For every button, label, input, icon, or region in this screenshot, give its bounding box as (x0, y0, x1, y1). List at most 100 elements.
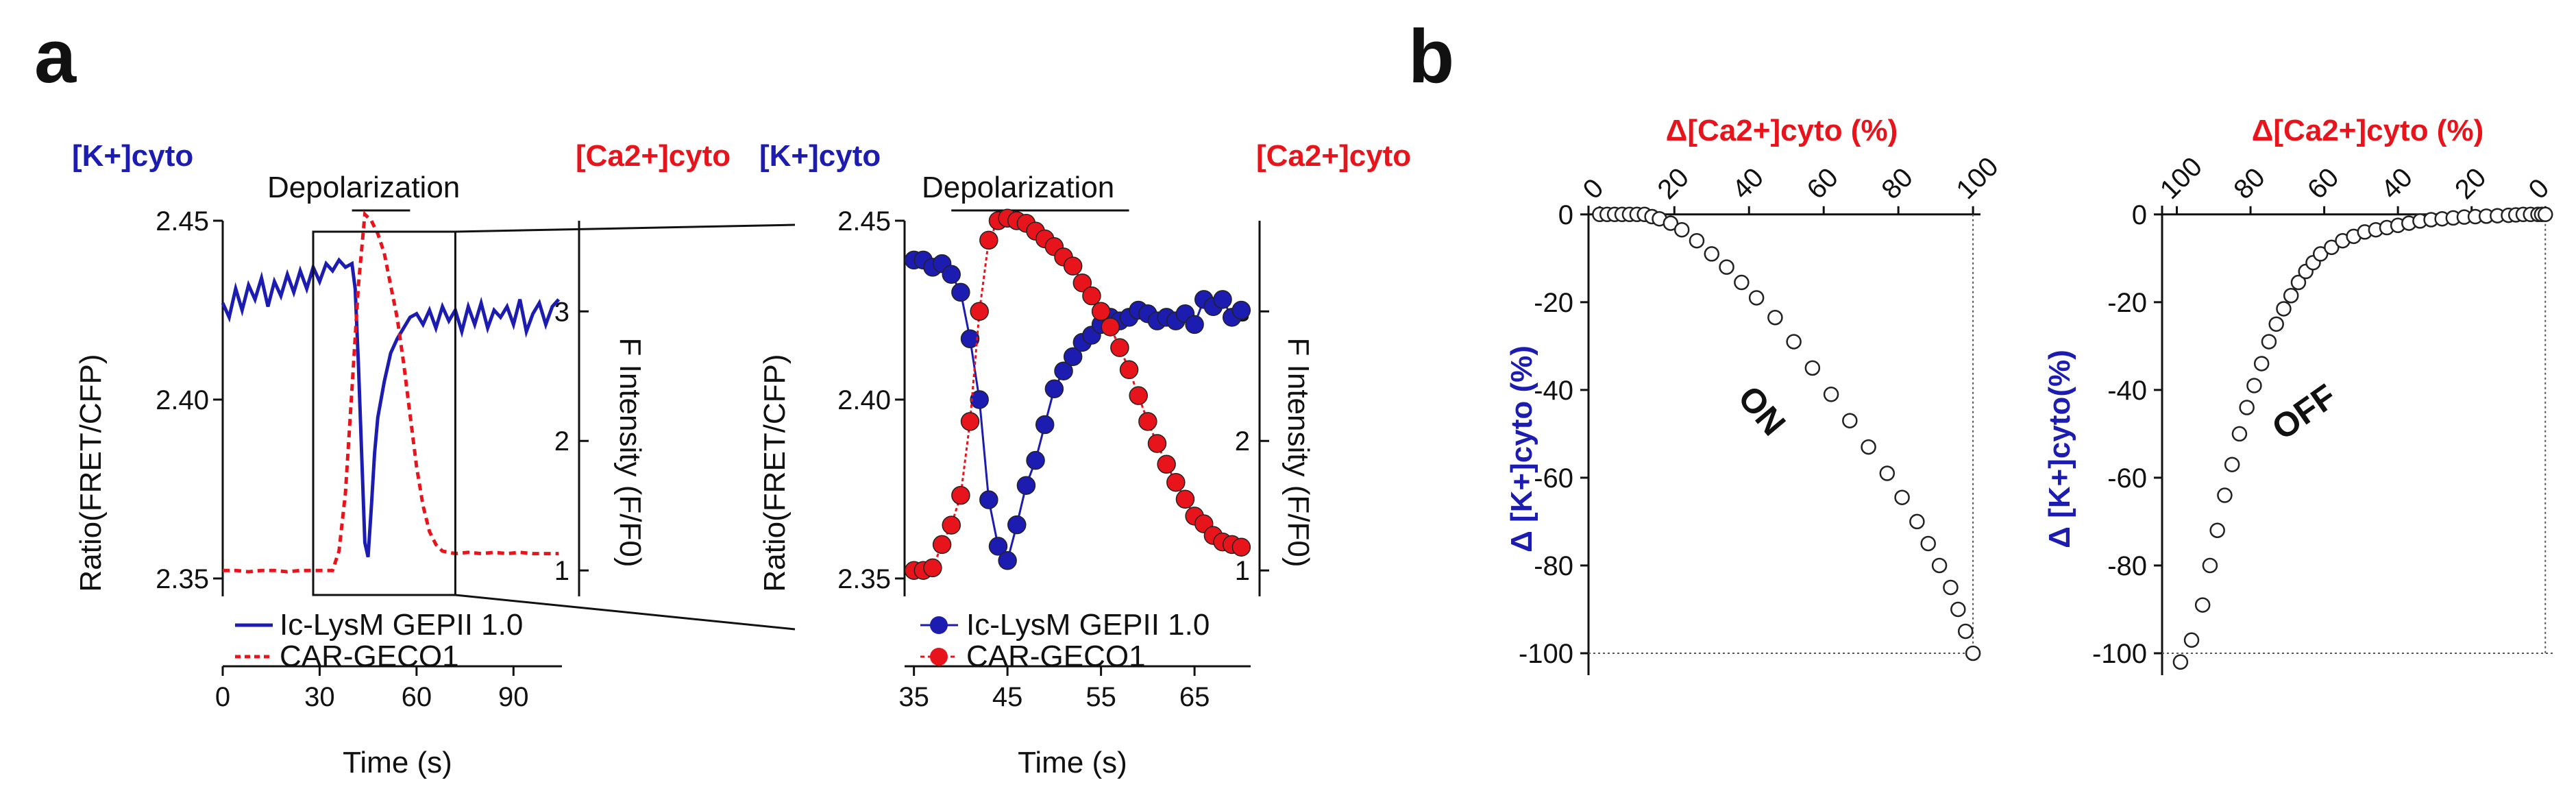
x-tick-label: 40 (1726, 162, 1769, 206)
x-tick-label: 55 (1085, 682, 1116, 712)
x-tick-label: 40 (2375, 162, 2418, 206)
x-tick-label: 30 (304, 682, 335, 712)
ca-point (1091, 302, 1111, 321)
ca-point (1147, 434, 1167, 453)
ca-point (1101, 317, 1120, 337)
scatter-point (1950, 601, 1966, 618)
zoom-stimulus-label: Depolarization (922, 171, 1114, 204)
zoom-k-title: [K+]cyto (759, 139, 881, 173)
off-annotation: OFF (2265, 376, 2343, 447)
scatter-point (2276, 301, 2292, 317)
zoom-right-axis-label: F Intensity (F/F0) (1281, 338, 1315, 568)
k-point (979, 490, 998, 509)
ca-point (970, 302, 989, 321)
scatter-point (1879, 465, 1896, 481)
zoom-legend-marker-k (930, 616, 948, 634)
on-plot: Δ[Ca2+]cyto (%) Δ [K+]cyto (%) ON 0 20 40 6… (1505, 114, 2004, 675)
ca-trace-line (223, 210, 559, 574)
scatter-point (2202, 557, 2218, 574)
y-tick-label: 0 (2132, 200, 2147, 230)
ca-point (1138, 412, 1157, 431)
k-point (1231, 300, 1251, 320)
zoom-connector-bottom (455, 594, 796, 631)
k-point (951, 282, 970, 302)
panel-b-label: b (1408, 14, 1454, 99)
overview-left-axis-label: Ratio(FRET/CFP) (74, 354, 108, 592)
y2-tick-label: 3 (554, 297, 569, 327)
scatter-point (1957, 623, 1974, 640)
scatter-point (1689, 232, 1705, 249)
k-point (970, 390, 989, 409)
scatter-point (1861, 439, 1876, 455)
overview-legend-ca: CAR-GECO1 (280, 640, 459, 673)
scatter-point (1748, 290, 1765, 306)
scatter-point (1719, 259, 1734, 275)
scatter-point (1734, 274, 1750, 291)
scatter-point (1663, 215, 1679, 231)
ca-point (1082, 286, 1101, 306)
ca-point (979, 230, 998, 250)
x-tick-label: 0 (1578, 173, 1610, 205)
y-tick-label: 2.35 (837, 564, 891, 594)
overview-right-axis-label: F Intensity (F/F0) (613, 338, 647, 568)
panel-a-label: a (34, 14, 77, 99)
scatter-point (1823, 387, 1839, 402)
x-tick-label: 35 (898, 682, 929, 712)
scatter-point (1704, 246, 1720, 262)
k-point (1026, 450, 1045, 470)
k-point (1007, 515, 1027, 535)
overview-k-title: [K+]cyto (72, 139, 193, 173)
k-point (1213, 290, 1232, 309)
ca-point (1157, 454, 1176, 474)
x-tick-label: 80 (1876, 162, 1919, 206)
x-tick-label: 80 (2228, 162, 2271, 206)
ca-point (1063, 256, 1083, 276)
y2-tick-label: 1 (554, 556, 569, 586)
ca-point (1175, 489, 1195, 509)
scatter-point (1931, 557, 1948, 574)
scatter-point (2312, 246, 2329, 262)
scatter-point (2194, 597, 2211, 613)
ca-point (1231, 537, 1251, 557)
ca-point (923, 558, 942, 578)
scatter-point (1920, 535, 1936, 552)
scatter-point (1965, 645, 1981, 661)
overview-legend-k: Ic-LysM GEPII 1.0 (280, 608, 523, 642)
y-tick-label: -40 (1534, 376, 1573, 406)
ca-point (960, 412, 980, 431)
ca-point (1110, 338, 1129, 357)
scatter-point (2183, 632, 2200, 648)
k-point (1185, 315, 1204, 335)
overview-stimulus-label: Depolarization (267, 171, 460, 204)
y-tick-label: -20 (1534, 288, 1573, 318)
zoom-x-axis-label: Time (s) (1018, 746, 1127, 779)
scatter-point (2290, 274, 2307, 291)
k-point (998, 551, 1017, 570)
y-tick-label: 2.40 (837, 385, 891, 415)
y-tick-label: -40 (2107, 376, 2147, 406)
ca-point (951, 485, 970, 505)
k-point (1016, 476, 1036, 495)
zoom-legend-k: Ic-LysM GEPII 1.0 (966, 608, 1210, 642)
y-tick-label: 2.40 (156, 385, 209, 415)
overview-x-axis-label: Time (s) (343, 746, 452, 779)
scatter-point (2209, 522, 2225, 538)
scatter-point (2283, 287, 2299, 304)
x-tick-label: 0 (2523, 173, 2555, 205)
x-tick-label: 20 (1652, 162, 1695, 206)
scatter-point (2268, 316, 2284, 332)
x-tick-label: 60 (402, 682, 432, 712)
scatter-point (1909, 513, 1925, 530)
x-tick-label: 90 (498, 682, 529, 712)
zoom-legend-ca: CAR-GECO1 (966, 640, 1146, 673)
x-tick-label: 45 (992, 682, 1023, 712)
x-tick-label: 60 (2302, 162, 2345, 206)
zoom-left-axis-label: Ratio(FRET/CFP) (758, 354, 792, 592)
scatter-point (2224, 457, 2240, 472)
k-point (1054, 361, 1073, 380)
x-tick-label: 100 (2155, 151, 2208, 205)
ca-point (1119, 360, 1139, 380)
off-top-axis-label: Δ[Ca2+]cyto (%) (2252, 114, 2483, 147)
x-tick-label: 0 (215, 682, 230, 712)
